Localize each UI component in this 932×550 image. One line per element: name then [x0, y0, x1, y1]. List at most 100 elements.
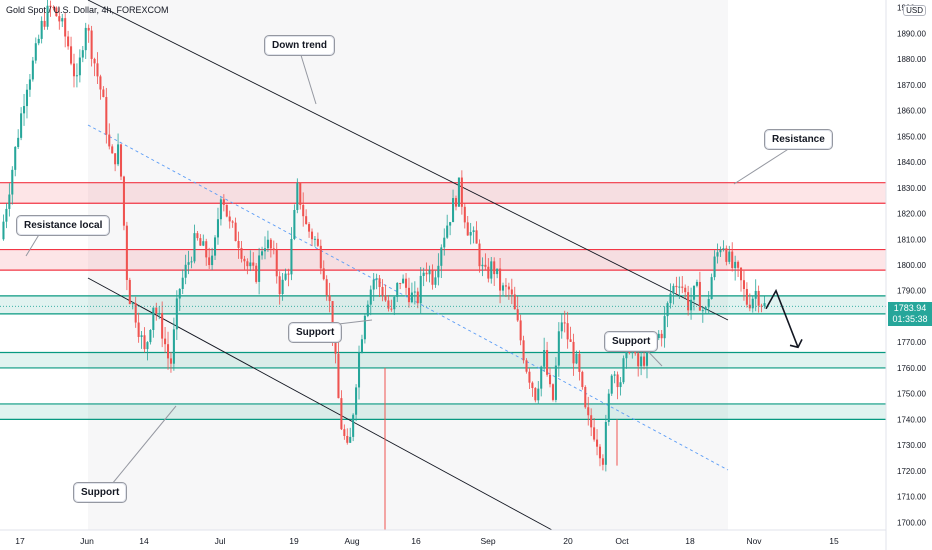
candle-body	[763, 303, 766, 307]
candle-body	[734, 261, 737, 268]
candle-body	[666, 303, 669, 317]
candle-body	[363, 315, 366, 340]
candle-body	[478, 243, 481, 267]
callout-resistance[interactable]: Resistance	[764, 129, 833, 150]
candle-body	[158, 313, 161, 315]
candle-body	[122, 176, 125, 226]
candle-body	[704, 307, 707, 311]
candle-body	[578, 353, 581, 372]
callout-down-trend[interactable]: Down trend	[264, 35, 335, 56]
candle-body	[522, 340, 525, 361]
candle-body	[493, 261, 496, 275]
callout-support-3[interactable]: Support	[73, 482, 128, 503]
candle-body	[340, 398, 343, 430]
candle-body	[487, 266, 490, 279]
candle-body	[590, 415, 593, 428]
candle-body	[61, 18, 64, 22]
candle-body	[90, 30, 93, 59]
callout-pointer-1	[733, 147, 791, 185]
candle-body	[75, 75, 78, 77]
candle-body	[322, 268, 325, 280]
candle-body	[469, 232, 472, 236]
candle-body	[754, 290, 757, 299]
last-price-value: 1783.94	[893, 303, 927, 313]
candle-body	[96, 63, 99, 77]
candle-body	[81, 50, 84, 58]
candle-body	[660, 333, 663, 339]
candle-body	[681, 286, 684, 288]
time-tick-label: Nov	[746, 536, 762, 546]
candle-body	[296, 182, 299, 211]
time-tick-label: Sep	[480, 536, 495, 546]
candle-body	[390, 308, 393, 310]
candle-body	[760, 305, 763, 307]
price-tick-label: 1860.00	[897, 107, 926, 116]
candle-body	[713, 256, 716, 278]
candle-body	[501, 285, 505, 291]
candle-body	[369, 289, 372, 305]
callout-support-2[interactable]: Support	[604, 331, 659, 352]
candle-body	[616, 374, 619, 388]
candle-body	[231, 221, 234, 223]
candle-body	[637, 353, 640, 367]
time-tick-label: 14	[139, 536, 149, 546]
candle-body	[240, 247, 243, 259]
candle-body	[466, 222, 469, 236]
price-tick-label: 1850.00	[897, 132, 926, 141]
candle-body	[131, 303, 134, 305]
candle-body	[645, 344, 649, 366]
currency-chip[interactable]: USD	[903, 5, 926, 16]
candle-body	[243, 258, 246, 262]
candle-body	[290, 238, 293, 275]
candle-body	[23, 106, 26, 114]
candle-body	[346, 435, 349, 443]
candle-body	[375, 278, 378, 280]
candle-body	[87, 27, 90, 31]
candle-body	[161, 313, 164, 339]
candle-body	[719, 249, 722, 253]
candle-body	[8, 194, 11, 209]
candle-body	[596, 439, 599, 447]
candle-body	[622, 358, 625, 383]
price-tick-label: 1820.00	[897, 210, 926, 219]
candle-body	[513, 294, 516, 310]
candle-body	[190, 261, 193, 263]
candle-body	[425, 272, 428, 275]
candle-body	[293, 210, 296, 239]
candle-body	[675, 285, 678, 288]
candle-body	[228, 216, 231, 222]
candle-body	[2, 221, 5, 240]
candle-body	[140, 335, 143, 337]
candle-body	[261, 251, 264, 256]
candle-body	[269, 239, 272, 249]
candle-body	[454, 198, 458, 207]
callout-support-1[interactable]: Support	[288, 322, 343, 343]
candle-body	[657, 333, 660, 339]
candle-body	[5, 208, 8, 222]
price-tick-label: 1700.00	[897, 518, 926, 527]
candle-body	[193, 233, 196, 262]
candle-body	[443, 237, 446, 248]
candle-body	[302, 204, 305, 217]
candle-body	[117, 144, 120, 165]
candle-body	[25, 89, 29, 107]
candle-body	[199, 238, 202, 246]
candle-body	[28, 79, 31, 90]
callout-resistance-local[interactable]: Resistance local	[16, 215, 111, 236]
candle-body	[399, 282, 402, 284]
projection-path	[765, 288, 799, 348]
candle-body	[484, 264, 487, 267]
candle-body	[378, 278, 381, 287]
candle-body	[434, 277, 437, 285]
candle-body	[534, 388, 537, 401]
candle-body	[328, 295, 331, 302]
candle-body	[739, 267, 743, 281]
candle-body	[449, 222, 452, 226]
candle-body	[554, 365, 557, 400]
candle-body	[695, 281, 698, 286]
candle-body	[419, 275, 422, 304]
candle-body	[319, 245, 322, 269]
candle-body	[396, 282, 399, 297]
candle-body	[690, 299, 693, 311]
